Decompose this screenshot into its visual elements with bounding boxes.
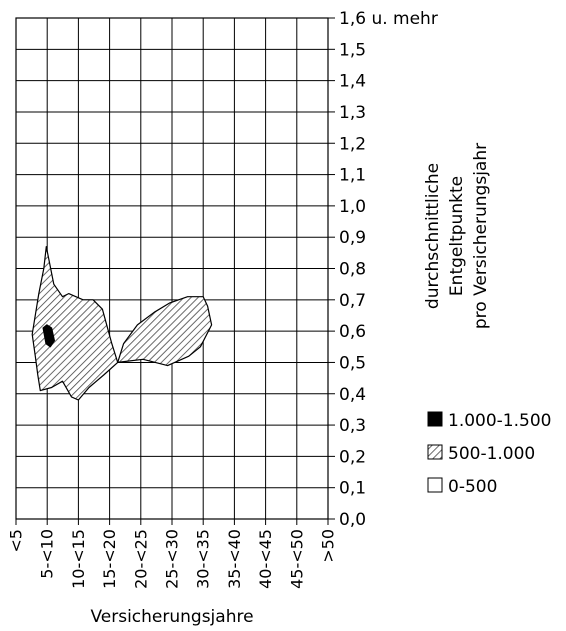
legend-swatch-high (427, 411, 443, 427)
contour-region-mid-0 (31, 246, 119, 401)
legend-label-high: 1.000-1.500 (448, 411, 551, 431)
x-axis-ticks: <5 5-<10 10-<15 15-<20 20-<25 25-<30 30-<35 35-… (7, 519, 338, 589)
grid (15, 17, 329, 520)
contour-regions (31, 246, 213, 401)
y-tick-label: 0,6 (339, 322, 366, 342)
y-axis-ticks: 0,0 0,1 0,2 0,3 0,4 0,5 0,6 0,7 0,8 0,9 1,0 1,1 1,2 1… (328, 9, 438, 530)
contour-region-high-2 (42, 324, 56, 348)
y-axis-label-line-3: pro Versicherungsjahr (471, 143, 491, 329)
y-tick-label: 0,0 (339, 510, 366, 530)
x-tick-label: 15-<20 (100, 529, 119, 589)
y-tick-label: 0,5 (339, 353, 366, 373)
y-tick-label: 0,1 (339, 479, 366, 499)
x-tick-label: 20-<25 (131, 529, 150, 589)
y-tick-label: 0,8 (339, 260, 366, 280)
x-tick-label: 10-<15 (69, 529, 88, 589)
contour-region-mid-1 (117, 296, 213, 367)
legend-label-mid: 500-1.000 (448, 444, 535, 464)
x-tick-label: 35-<40 (225, 529, 244, 589)
y-tick-label: 0,3 (339, 416, 366, 436)
x-tick-label: 5-<10 (38, 529, 57, 579)
legend: 1.000-1.500 500-1.000 0-500 (427, 411, 551, 497)
y-tick-label: 1,0 (339, 197, 366, 217)
y-tick-label: 1,2 (339, 134, 366, 154)
y-axis-label-line-2: Entgeltpunkte (447, 176, 467, 296)
y-tick-label: 0,4 (339, 385, 366, 405)
legend-swatch-low (427, 477, 443, 493)
x-tick-label: 30-<35 (194, 529, 213, 589)
x-tick-label: 45-<50 (287, 529, 306, 589)
y-tick-label: 0,2 (339, 447, 366, 467)
y-tick-label: 1,3 (339, 103, 366, 123)
x-tick-label: 25-<30 (163, 529, 182, 589)
legend-swatch-mid (427, 444, 443, 460)
y-axis-label: durchschnittliche Entgeltpunkte pro Vers… (423, 143, 491, 329)
legend-label-low: 0-500 (448, 477, 497, 497)
y-tick-label: 0,7 (339, 291, 366, 311)
y-tick-label: 1,6 u. mehr (339, 9, 438, 29)
y-tick-label: 0,9 (339, 228, 366, 248)
x-tick-label: 40-<45 (256, 529, 275, 589)
y-tick-label: 1,1 (339, 166, 366, 186)
x-tick-label: >50 (319, 529, 338, 563)
y-tick-label: 1,5 (339, 40, 366, 60)
y-axis-label-line-1: durchschnittliche (423, 163, 443, 309)
y-tick-label: 1,4 (339, 72, 366, 92)
x-tick-label: <5 (7, 529, 26, 553)
x-axis-label: Versicherungsjahre (90, 607, 253, 627)
